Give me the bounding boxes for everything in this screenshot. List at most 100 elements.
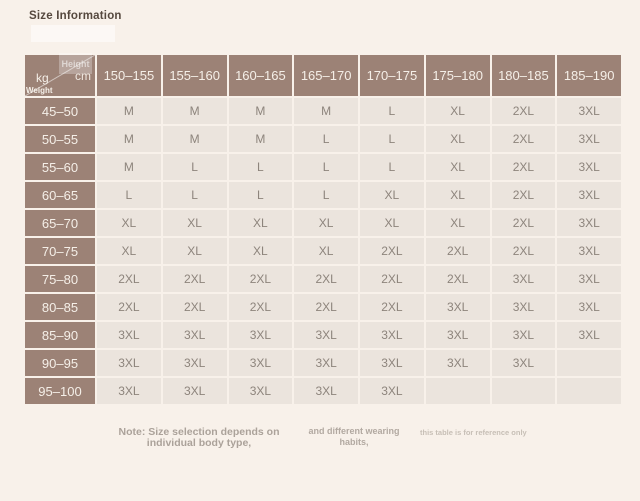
note-primary: Note: Size selection depends on individu… [118, 426, 280, 450]
size-cell: 2XL [162, 294, 227, 320]
size-cell: 3XL [162, 322, 227, 348]
size-cell: XL [228, 210, 293, 236]
weight-range-header: 80–85 [25, 294, 95, 320]
size-cell: 3XL [162, 378, 227, 404]
size-cell: XL [162, 210, 227, 236]
table-row: 75–80 2XL 2XL 2XL 2XL 2XL 2XL 3XL 3XL [25, 266, 621, 292]
size-cell: 3XL [491, 294, 556, 320]
faded-watermark-patch [31, 25, 115, 42]
weight-range-header: 85–90 [25, 322, 95, 348]
height-range-header: 185–190 [557, 55, 621, 96]
size-cell: 3XL [162, 350, 227, 376]
table-row: 45–50 M M M M L XL 2XL 3XL [25, 98, 621, 124]
size-cell: 3XL [491, 322, 556, 348]
size-cell: 3XL [557, 322, 621, 348]
table-row: 50–55 M M M L L XL 2XL 3XL [25, 126, 621, 152]
size-cell: 2XL [228, 266, 293, 292]
table-row: 60–65 L L L L XL XL 2XL 3XL [25, 182, 621, 208]
height-label-patch: Height [59, 53, 92, 74]
size-cell: L [294, 126, 358, 152]
size-cell: 3XL [228, 322, 293, 348]
size-cell: 2XL [425, 238, 490, 264]
size-cell: L [360, 126, 424, 152]
height-range-header: 150–155 [97, 55, 161, 96]
size-table: Height kg cm Weight 150–155 155–160 160–16… [23, 53, 623, 406]
size-cell: XL [294, 210, 358, 236]
size-cell: M [162, 126, 227, 152]
weight-range-header: 95–100 [25, 378, 95, 404]
table-row: 80–85 2XL 2XL 2XL 2XL 2XL 3XL 3XL 3XL [25, 294, 621, 320]
size-cell: M [97, 98, 161, 124]
size-cell: 3XL [491, 266, 556, 292]
size-cell: XL [97, 238, 161, 264]
size-cell: 3XL [557, 266, 621, 292]
table-row: 90–95 3XL 3XL 3XL 3XL 3XL 3XL 3XL [25, 350, 621, 376]
height-range-header: 165–170 [294, 55, 358, 96]
size-cell: M [97, 154, 161, 180]
size-table-body: 45–50 M M M M L XL 2XL 3XL 50–55 M M M L L XL 2XL 3XL 55–6… [25, 98, 621, 404]
size-cell: 2XL [360, 266, 424, 292]
size-cell: 3XL [557, 210, 621, 236]
size-cell: XL [425, 182, 490, 208]
weight-range-header: 50–55 [25, 126, 95, 152]
size-cell [491, 378, 556, 404]
size-cell: L [360, 154, 424, 180]
size-cell: 2XL [97, 266, 161, 292]
size-cell: M [228, 98, 293, 124]
size-cell: 2XL [294, 266, 358, 292]
size-cell: 2XL [162, 266, 227, 292]
table-row: 95–100 3XL 3XL 3XL 3XL 3XL [25, 378, 621, 404]
note-tertiary: this table is for reference only [420, 428, 527, 437]
size-cell: L [162, 154, 227, 180]
table-row: 85–90 3XL 3XL 3XL 3XL 3XL 3XL 3XL 3XL [25, 322, 621, 348]
size-cell: XL [425, 154, 490, 180]
size-cell [557, 350, 621, 376]
size-cell: 3XL [360, 322, 424, 348]
weight-range-header: 75–80 [25, 266, 95, 292]
corner-kg-unit: kg [36, 71, 49, 85]
size-cell: L [97, 182, 161, 208]
size-cell: 2XL [97, 294, 161, 320]
size-cell: 3XL [228, 378, 293, 404]
weight-range-header: 90–95 [25, 350, 95, 376]
size-cell: 2XL [360, 238, 424, 264]
corner-header-cell: Height kg cm Weight [25, 53, 95, 96]
size-cell: 2XL [228, 294, 293, 320]
size-cell: 2XL [491, 126, 556, 152]
size-cell: 3XL [557, 294, 621, 320]
corner-cm-unit: cm [75, 69, 91, 83]
height-range-header: 170–175 [360, 55, 424, 96]
size-cell: 3XL [360, 350, 424, 376]
size-cell: 3XL [425, 322, 490, 348]
weight-range-header: 60–65 [25, 182, 95, 208]
size-cell: XL [425, 210, 490, 236]
size-cell: XL [228, 238, 293, 264]
size-cell: 2XL [425, 266, 490, 292]
size-cell: 3XL [425, 350, 490, 376]
size-cell: 3XL [97, 350, 161, 376]
size-cell: XL [360, 182, 424, 208]
size-cell: 2XL [491, 182, 556, 208]
size-table-header: Height kg cm Weight 150–155 155–160 160–16… [25, 53, 621, 96]
size-cell: XL [425, 126, 490, 152]
table-row: 70–75 XL XL XL XL 2XL 2XL 2XL 3XL [25, 238, 621, 264]
size-cell: 3XL [228, 350, 293, 376]
weight-range-header: 55–60 [25, 154, 95, 180]
size-cell: M [228, 126, 293, 152]
size-cell: XL [294, 238, 358, 264]
size-cell: 3XL [294, 322, 358, 348]
weight-range-header: 45–50 [25, 98, 95, 124]
table-row: 65–70 XL XL XL XL XL XL 2XL 3XL [25, 210, 621, 236]
size-cell: XL [97, 210, 161, 236]
note-secondary: and different wearing habits, [308, 426, 400, 447]
size-cell: L [294, 182, 358, 208]
size-cell: M [294, 98, 358, 124]
size-cell: 2XL [491, 98, 556, 124]
size-cell: 2XL [491, 238, 556, 264]
size-cell [557, 378, 621, 404]
corner-height-label: Height [61, 58, 90, 69]
size-cell: 3XL [360, 378, 424, 404]
size-cell: 3XL [294, 350, 358, 376]
page-title: Size Information [29, 10, 122, 22]
diagonal-divider [25, 55, 95, 96]
